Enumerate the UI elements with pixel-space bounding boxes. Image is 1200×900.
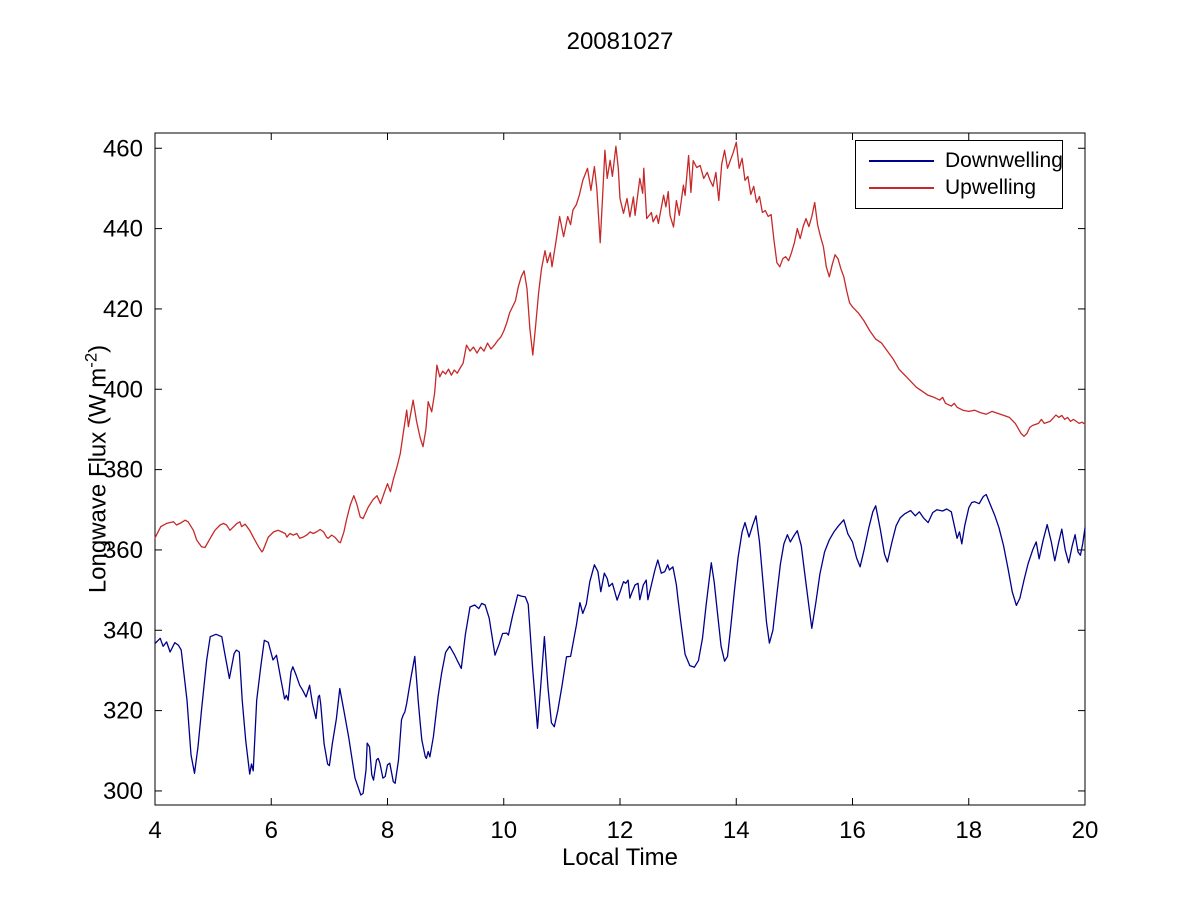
- chart-title: 20081027: [566, 28, 674, 55]
- y-tick-label: 340: [103, 617, 143, 644]
- axis-ticks: [154, 133, 1086, 805]
- x-axis-label: Local Time: [561, 844, 679, 871]
- y-tick-label: 400: [103, 376, 143, 403]
- y-tick-label: 420: [103, 296, 143, 323]
- y-axis-label-text: Longwave Flux (W m: [84, 367, 112, 594]
- y-tick-label: 460: [103, 135, 143, 162]
- x-tick-label: 14: [723, 817, 750, 844]
- plot-frame: [154, 132, 1086, 806]
- y-axis-label-close: ): [84, 344, 112, 353]
- series-lines: [154, 141, 1086, 796]
- y-axis-label-exponent: -2: [81, 352, 101, 368]
- legend-entry-downwelling: Downwelling: [856, 147, 1063, 174]
- y-tick-label: 440: [103, 216, 143, 243]
- x-tick-label: 16: [839, 817, 866, 844]
- legend-box: Downwelling Upwelling: [855, 140, 1063, 209]
- series-line-downwelling: [154, 493, 1086, 796]
- y-tick-label: 300: [103, 778, 143, 805]
- y-tick-label: 380: [103, 457, 143, 484]
- y-axis-label: Longwave Flux (W m-2): [82, 345, 113, 593]
- x-tick-label: 6: [265, 817, 278, 844]
- legend-label-upwelling: Upwelling: [945, 175, 1037, 199]
- x-tick-label: 4: [148, 817, 161, 844]
- tick-labels: 4 6 8 10 12 14 16 18 20 300 320 340 360 380 400 420 440 4…: [103, 135, 1098, 844]
- legend-label-downwelling: Downwelling: [945, 148, 1063, 172]
- upwelling-line-sample: [869, 186, 934, 189]
- x-tick-label: 10: [490, 817, 517, 844]
- x-tick-label: 8: [381, 817, 394, 844]
- axis-frame: [154, 132, 1086, 806]
- x-tick-label: 12: [607, 817, 634, 844]
- legend-entry-upwelling: Upwelling: [856, 174, 1062, 201]
- y-tick-label: 360: [103, 537, 143, 564]
- downwelling-line-sample: [869, 159, 934, 162]
- y-tick-label: 320: [103, 698, 143, 725]
- series-line-upwelling: [154, 141, 1086, 553]
- x-tick-label: 20: [1072, 817, 1099, 844]
- x-tick-label: 18: [955, 817, 982, 844]
